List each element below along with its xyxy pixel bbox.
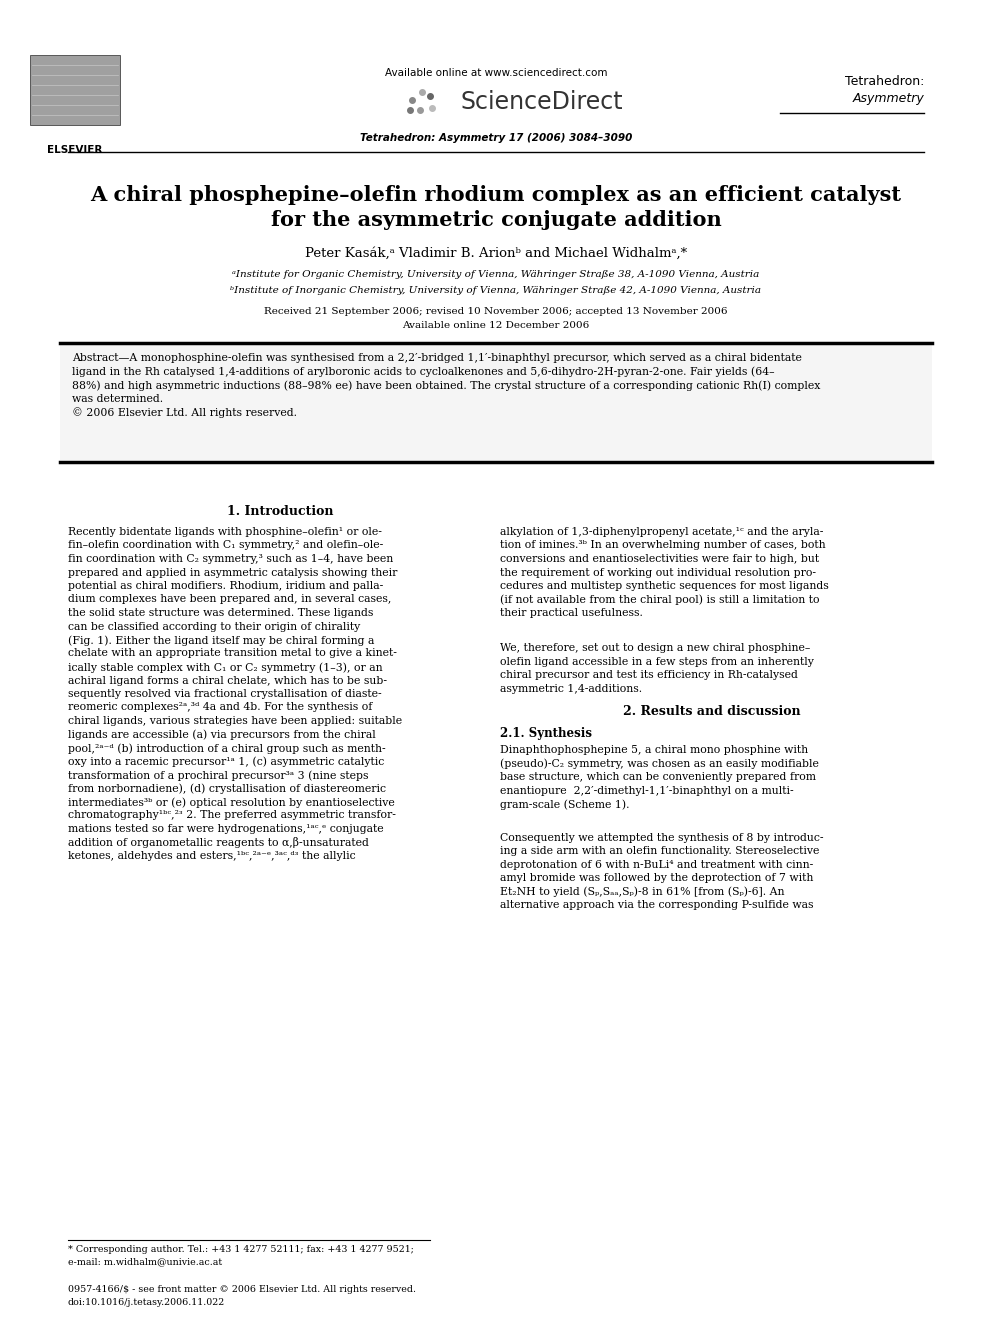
Text: the requirement of working out individual resolution pro-: the requirement of working out individua… (500, 568, 816, 578)
Text: * Corresponding author. Tel.: +43 1 4277 52111; fax: +43 1 4277 9521;: * Corresponding author. Tel.: +43 1 4277… (68, 1245, 414, 1254)
Text: 2. Results and discussion: 2. Results and discussion (623, 705, 801, 718)
Text: 2.1. Synthesis: 2.1. Synthesis (500, 728, 592, 740)
Text: potential as chiral modifiers. Rhodium, iridium and palla-: potential as chiral modifiers. Rhodium, … (68, 581, 383, 591)
Text: 88%) and high asymmetric inductions (88–98% ee) have been obtained. The crystal : 88%) and high asymmetric inductions (88–… (72, 380, 820, 390)
Text: Abstract—A monophosphine-olefin was synthesised from a 2,2′-bridged 1,1′-binapht: Abstract—A monophosphine-olefin was synt… (72, 353, 802, 363)
Text: their practical usefulness.: their practical usefulness. (500, 609, 643, 618)
Text: ically stable complex with C₁ or C₂ symmetry (1–3), or an: ically stable complex with C₁ or C₂ symm… (68, 662, 383, 672)
Text: ᵃInstitute for Organic Chemistry, University of Vienna, Währinger Straße 38, A-1: ᵃInstitute for Organic Chemistry, Univer… (232, 270, 760, 279)
Text: enantiopure  2,2′-dimethyl-1,1′-binaphthyl on a multi-: enantiopure 2,2′-dimethyl-1,1′-binaphthy… (500, 786, 794, 795)
Text: from norbornadiene), (d) crystallisation of diastereomeric: from norbornadiene), (d) crystallisation… (68, 783, 386, 794)
Text: chelate with an appropriate transition metal to give a kinet-: chelate with an appropriate transition m… (68, 648, 397, 659)
Text: ligand in the Rh catalysed 1,4-additions of arylboronic acids to cycloalkenones : ligand in the Rh catalysed 1,4-additions… (72, 366, 775, 377)
Text: e-mail: m.widhalm@univie.ac.at: e-mail: m.widhalm@univie.ac.at (68, 1257, 222, 1266)
Text: Received 21 September 2006; revised 10 November 2006; accepted 13 November 2006: Received 21 September 2006; revised 10 N… (264, 307, 728, 316)
Text: (if not available from the chiral pool) is still a limitation to: (if not available from the chiral pool) … (500, 594, 819, 605)
Text: Tetrahedron:: Tetrahedron: (844, 75, 924, 89)
Text: ketones, aldehydes and esters,¹ᵇᶜ,²ᵃ⁻ᵉ,³ᵃᶜ,ᵈᵌ the allylic: ketones, aldehydes and esters,¹ᵇᶜ,²ᵃ⁻ᵉ,³… (68, 851, 355, 861)
Text: can be classified according to their origin of chirality: can be classified according to their ori… (68, 622, 360, 631)
Text: pool,²ᵃ⁻ᵈ (b) introduction of a chiral group such as menth-: pool,²ᵃ⁻ᵈ (b) introduction of a chiral g… (68, 744, 386, 754)
Text: © 2006 Elsevier Ltd. All rights reserved.: © 2006 Elsevier Ltd. All rights reserved… (72, 407, 297, 418)
Text: chiral precursor and test its efficiency in Rh-catalysed: chiral precursor and test its efficiency… (500, 671, 798, 680)
Text: tion of imines.³ᵇ In an overwhelming number of cases, both: tion of imines.³ᵇ In an overwhelming num… (500, 541, 825, 550)
Text: reomeric complexes²ᵃ,³ᵈ 4a and 4b. For the synthesis of: reomeric complexes²ᵃ,³ᵈ 4a and 4b. For t… (68, 703, 372, 713)
Text: addition of organometallic reagents to α,β-unsaturated: addition of organometallic reagents to α… (68, 837, 369, 848)
Text: Available online at www.sciencedirect.com: Available online at www.sciencedirect.co… (385, 67, 607, 78)
Text: chromatography¹ᵇᶜ,²ᵌ 2. The preferred asymmetric transfor-: chromatography¹ᵇᶜ,²ᵌ 2. The preferred as… (68, 811, 396, 820)
Text: ScienceDirect: ScienceDirect (460, 90, 623, 114)
Text: for the asymmetric conjugate addition: for the asymmetric conjugate addition (271, 210, 721, 230)
Text: ligands are accessible (a) via precursors from the chiral: ligands are accessible (a) via precursor… (68, 729, 376, 740)
Text: dium complexes have been prepared and, in several cases,: dium complexes have been prepared and, i… (68, 594, 392, 605)
Text: 0957-4166/$ - see front matter © 2006 Elsevier Ltd. All rights reserved.: 0957-4166/$ - see front matter © 2006 El… (68, 1285, 416, 1294)
Text: A chiral phosphepine–olefin rhodium complex as an efficient catalyst: A chiral phosphepine–olefin rhodium comp… (90, 185, 902, 205)
Text: fin–olefin coordination with C₁ symmetry,² and olefin–ole-: fin–olefin coordination with C₁ symmetry… (68, 541, 383, 550)
Text: olefin ligand accessible in a few steps from an inherently: olefin ligand accessible in a few steps … (500, 656, 813, 667)
Text: 1. Introduction: 1. Introduction (227, 505, 333, 519)
Text: ᵇInstitute of Inorganic Chemistry, University of Vienna, Währinger Straße 42, A-: ᵇInstitute of Inorganic Chemistry, Unive… (230, 286, 762, 295)
Text: amyl bromide was followed by the deprotection of 7 with: amyl bromide was followed by the deprote… (500, 873, 813, 884)
Text: (pseudo)-C₂ symmetry, was chosen as an easily modifiable: (pseudo)-C₂ symmetry, was chosen as an e… (500, 758, 818, 769)
Text: chiral ligands, various strategies have been applied: suitable: chiral ligands, various strategies have … (68, 716, 402, 726)
Text: the solid state structure was determined. These ligands: the solid state structure was determined… (68, 609, 373, 618)
Text: ing a side arm with an olefin functionality. Stereoselective: ing a side arm with an olefin functional… (500, 847, 819, 856)
Text: Available online 12 December 2006: Available online 12 December 2006 (403, 321, 589, 329)
Text: Consequently we attempted the synthesis of 8 by introduc-: Consequently we attempted the synthesis … (500, 833, 823, 843)
Text: oxy into a racemic precursor¹ᵃ 1, (c) asymmetric catalytic: oxy into a racemic precursor¹ᵃ 1, (c) as… (68, 757, 384, 767)
Text: Peter Kasák,ᵃ Vladimir B. Arionᵇ and Michael Widhalmᵃ,*: Peter Kasák,ᵃ Vladimir B. Arionᵇ and Mic… (305, 247, 687, 261)
Text: transformation of a prochiral precursor³ᵃ 3 (nine steps: transformation of a prochiral precursor³… (68, 770, 368, 781)
Text: intermediates³ᵇ or (e) optical resolution by enantioselective: intermediates³ᵇ or (e) optical resolutio… (68, 796, 395, 807)
Text: Tetrahedron: Asymmetry 17 (2006) 3084–3090: Tetrahedron: Asymmetry 17 (2006) 3084–30… (360, 134, 632, 143)
Text: doi:10.1016/j.tetasy.2006.11.022: doi:10.1016/j.tetasy.2006.11.022 (68, 1298, 225, 1307)
Text: fin coordination with C₂ symmetry,³ such as 1–4, have been: fin coordination with C₂ symmetry,³ such… (68, 554, 393, 564)
Text: alkylation of 1,3-diphenylpropenyl acetate,¹ᶜ and the aryla-: alkylation of 1,3-diphenylpropenyl aceta… (500, 527, 823, 537)
Text: Asymmetry: Asymmetry (852, 93, 924, 105)
Text: ELSEVIER: ELSEVIER (48, 146, 103, 155)
Text: We, therefore, set out to design a new chiral phosphine–: We, therefore, set out to design a new c… (500, 643, 810, 654)
Text: Recently bidentate ligands with phosphine–olefin¹ or ole-: Recently bidentate ligands with phosphin… (68, 527, 382, 537)
Text: Et₂NH to yield (Sₚ,Sₐₐ,Sₚ)-8 in 61% [from (Sₚ)-6]. An: Et₂NH to yield (Sₚ,Sₐₐ,Sₚ)-8 in 61% [fro… (500, 886, 785, 897)
Text: was determined.: was determined. (72, 393, 163, 404)
Bar (30, 56, 120, 126)
Text: prepared and applied in asymmetric catalysis showing their: prepared and applied in asymmetric catal… (68, 568, 398, 578)
Text: sequently resolved via fractional crystallisation of diaste-: sequently resolved via fractional crysta… (68, 689, 382, 699)
Text: base structure, which can be conveniently prepared from: base structure, which can be convenientl… (500, 773, 816, 782)
Text: cedures and multistep synthetic sequences for most ligands: cedures and multistep synthetic sequence… (500, 581, 828, 591)
Text: gram-scale (Scheme 1).: gram-scale (Scheme 1). (500, 799, 630, 810)
Text: (Fig. 1). Either the ligand itself may be chiral forming a: (Fig. 1). Either the ligand itself may b… (68, 635, 374, 646)
Text: mations tested so far were hydrogenations,¹ᵃᶜ,ᵉ conjugate: mations tested so far were hydrogenation… (68, 824, 384, 833)
Text: alternative approach via the corresponding P-sulfide was: alternative approach via the correspondi… (500, 901, 813, 910)
Text: Dinaphthophosphepine 5, a chiral mono phosphine with: Dinaphthophosphepine 5, a chiral mono ph… (500, 745, 808, 755)
Text: deprotonation of 6 with n-BuLi⁴ and treatment with cinn-: deprotonation of 6 with n-BuLi⁴ and trea… (500, 860, 813, 869)
Text: asymmetric 1,4-additions.: asymmetric 1,4-additions. (500, 684, 642, 693)
Text: achiral ligand forms a chiral chelate, which has to be sub-: achiral ligand forms a chiral chelate, w… (68, 676, 387, 685)
Bar (60, 345, 932, 460)
Text: conversions and enantioselectivities were fair to high, but: conversions and enantioselectivities wer… (500, 554, 819, 564)
